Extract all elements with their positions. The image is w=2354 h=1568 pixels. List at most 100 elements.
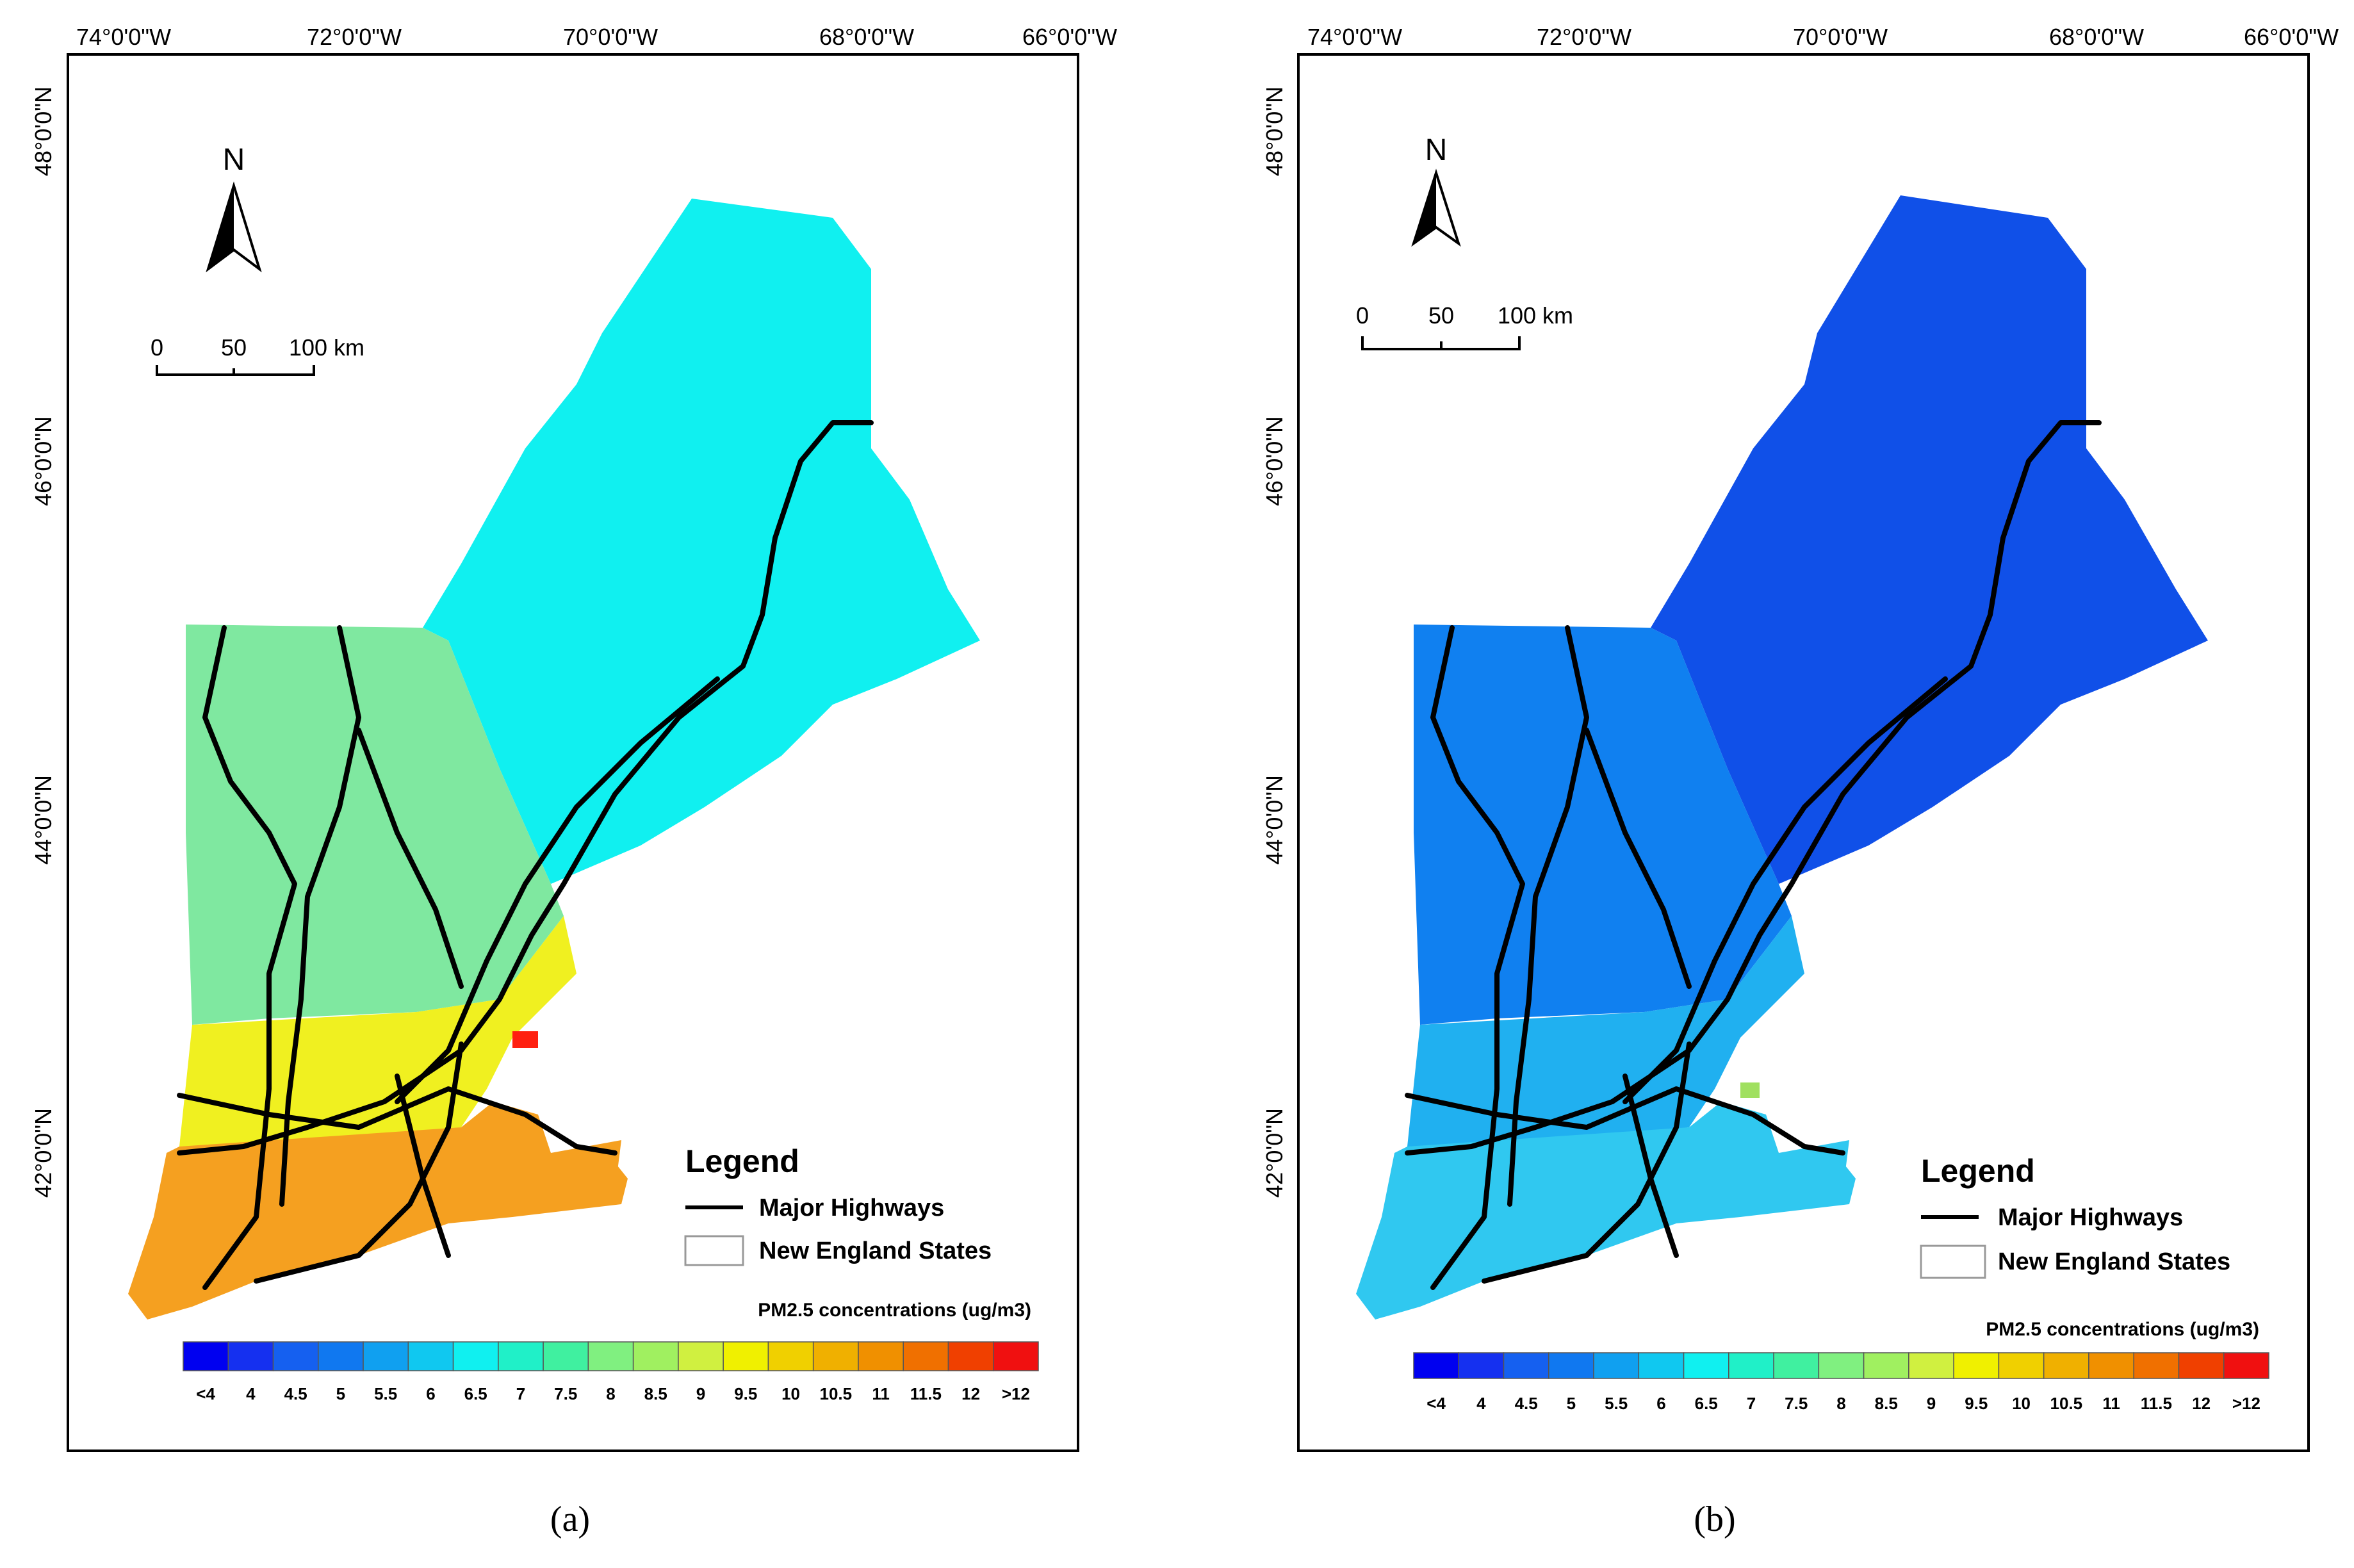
colorbar-swatch: [1638, 1352, 1685, 1379]
scale-label: 50: [1428, 302, 1454, 329]
legend-state-swatch: [684, 1235, 744, 1266]
lat-tick-label: 46°0'0"N: [30, 416, 56, 506]
colorbar-tick-label: 9: [1927, 1394, 1936, 1413]
colorbar-labels: <4 4 4.5 5 5.5 6 6.5 7 7.5 8 8.5 9 9.5 10 10.5 11 11.5 12…: [1426, 1394, 2260, 1413]
lat-tick-label: 48°0'0"N: [30, 86, 56, 176]
latitude-ticks: 48°0'0"N 46°0'0"N 44°0'0"N 42°0'0"N: [30, 86, 56, 1198]
map-figure-a: 74°0'0"W 72°0'0"W 70°0'0"W 68°0'0"W 66°0…: [30, 24, 1117, 1452]
colorbar-tick-label: 8: [606, 1384, 615, 1403]
colorbar-swatch: [227, 1341, 274, 1371]
region-fill-hotspot: [512, 1031, 538, 1048]
colorbar-swatch: [452, 1341, 499, 1371]
panel-label: (a): [550, 1499, 591, 1539]
colorbar-swatch: [1458, 1352, 1505, 1379]
colorbar-tick-label: 5: [1567, 1394, 1576, 1413]
colorbar-tick-label: 11.5: [2141, 1394, 2172, 1413]
colorbar: PM2.5 concentrations (ug/m3) <4 4 4.5 5 5.5 6…: [1413, 1319, 2269, 1413]
region-fill-south: [1407, 916, 1804, 1147]
colorbar-tick-label: 10.5: [2050, 1394, 2083, 1413]
north-label: N: [1425, 133, 1448, 167]
lon-tick-label: 72°0'0"W: [307, 24, 402, 50]
colorbar-tick-label: 4: [1476, 1394, 1486, 1413]
colorbar-tick-label: 6.5: [464, 1384, 487, 1403]
legend-item: New England States: [759, 1237, 992, 1264]
colorbar-tick-label: 6: [426, 1384, 435, 1403]
colorbar-swatch: [1683, 1352, 1729, 1379]
colorbar-tick-label: >12: [2232, 1394, 2260, 1413]
colorbar-tick-label: <4: [1426, 1394, 1446, 1413]
lon-tick-label: 70°0'0"W: [563, 24, 658, 50]
colorbar-swatch: [858, 1341, 904, 1371]
colorbar-tick-label: 5.5: [1605, 1394, 1628, 1413]
region-fill-north: [423, 199, 980, 884]
lat-tick-label: 46°0'0"N: [1261, 416, 1287, 506]
colorbar-tick-label: 4.5: [284, 1384, 307, 1403]
region-fill-hotspot: [1740, 1082, 1760, 1098]
region-fill-middle: [186, 625, 564, 1025]
colorbar-tick-label: 4: [246, 1384, 256, 1403]
scale-label: 0: [1356, 302, 1369, 329]
colorbar-tick-label: 11: [2102, 1394, 2120, 1413]
colorbar-tick-label: 5.5: [374, 1384, 397, 1403]
colorbar-swatch: [1413, 1352, 1460, 1379]
colorbar-swatch: [1773, 1352, 1820, 1379]
colorbar-swatch: [1998, 1352, 2045, 1379]
colorbar-swatch: [2088, 1352, 2134, 1379]
colorbar-swatch: [1728, 1352, 1774, 1379]
colorbar-swatch: [543, 1341, 589, 1371]
colorbar-swatch: [1863, 1352, 1909, 1379]
colorbar-title: PM2.5 concentrations (ug/m3): [1986, 1319, 2259, 1340]
scale-label: 0: [151, 334, 163, 361]
colorbar-tick-label: 7: [1747, 1394, 1756, 1413]
lat-tick-label: 42°0'0"N: [30, 1108, 56, 1198]
north-label: N: [223, 143, 245, 177]
region-fill-south: [179, 916, 576, 1147]
lat-tick-label: 44°0'0"N: [1261, 775, 1287, 865]
colorbar-swatch: [2133, 1352, 2180, 1379]
colorbar-swatch: [2043, 1352, 2089, 1379]
lon-tick-label: 74°0'0"W: [76, 24, 171, 50]
lon-tick-label: 68°0'0"W: [2049, 24, 2144, 50]
colorbar-tick-label: 5: [336, 1384, 345, 1403]
legend-item: New England States: [1998, 1248, 2230, 1275]
colorbar-swatch: [2178, 1352, 2225, 1379]
scale-bar: 0 50 100 km: [1356, 302, 1573, 350]
colorbar-swatch: [1908, 1352, 1954, 1379]
lat-tick-label: 42°0'0"N: [1261, 1108, 1287, 1198]
colorbar-tick-label: 12: [961, 1384, 980, 1403]
north-arrow: N: [206, 143, 262, 273]
colorbar-tick-label: 8.5: [644, 1384, 667, 1403]
north-arrow-fill: [1414, 173, 1436, 243]
colorbar-swatch: [767, 1341, 814, 1371]
colorbar-tick-label: 8.5: [1875, 1394, 1898, 1413]
colorbar-swatches: [183, 1341, 1039, 1371]
region-fill-southwest: [128, 1102, 628, 1319]
colorbar-tick-label: 7.5: [554, 1384, 577, 1403]
panel-label: (b): [1694, 1499, 1736, 1539]
colorbar-tick-label: 9.5: [734, 1384, 757, 1403]
lat-tick-label: 48°0'0"N: [1261, 86, 1287, 176]
colorbar-swatch: [1548, 1352, 1594, 1379]
colorbar-swatch: [407, 1341, 454, 1371]
colorbar-tick-label: 4.5: [1515, 1394, 1538, 1413]
colorbar-swatch: [1818, 1352, 1865, 1379]
lon-tick-label: 66°0'0"W: [1022, 24, 1117, 50]
colorbar-swatches: [1413, 1352, 2269, 1379]
colorbar-tick-label: >12: [1002, 1384, 1030, 1403]
map-region: [128, 199, 980, 1319]
longitude-ticks: 74°0'0"W 72°0'0"W 70°0'0"W 68°0'0"W 66°0…: [1307, 24, 2339, 50]
colorbar-tick-label: 8: [1836, 1394, 1845, 1413]
colorbar-swatch: [947, 1341, 994, 1371]
north-arrow-fill: [208, 186, 234, 269]
colorbar-tick-label: 10: [2012, 1394, 2031, 1413]
scale-label: 50: [221, 334, 247, 361]
longitude-ticks: 74°0'0"W 72°0'0"W 70°0'0"W 68°0'0"W 66°0…: [76, 24, 1117, 50]
colorbar-tick-label: 12: [2192, 1394, 2211, 1413]
legend: Legend Major Highways New England States: [684, 1143, 992, 1266]
scale-label: 100 km: [1498, 302, 1573, 329]
lon-tick-label: 70°0'0"W: [1793, 24, 1888, 50]
map-panel-a: 74°0'0"W 72°0'0"W 70°0'0"W 68°0'0"W 66°0…: [30, 24, 1117, 1539]
colorbar-swatch: [1503, 1352, 1549, 1379]
legend-item: Major Highways: [1998, 1204, 2183, 1231]
latitude-ticks: 48°0'0"N 46°0'0"N 44°0'0"N 42°0'0"N: [1261, 86, 1287, 1198]
